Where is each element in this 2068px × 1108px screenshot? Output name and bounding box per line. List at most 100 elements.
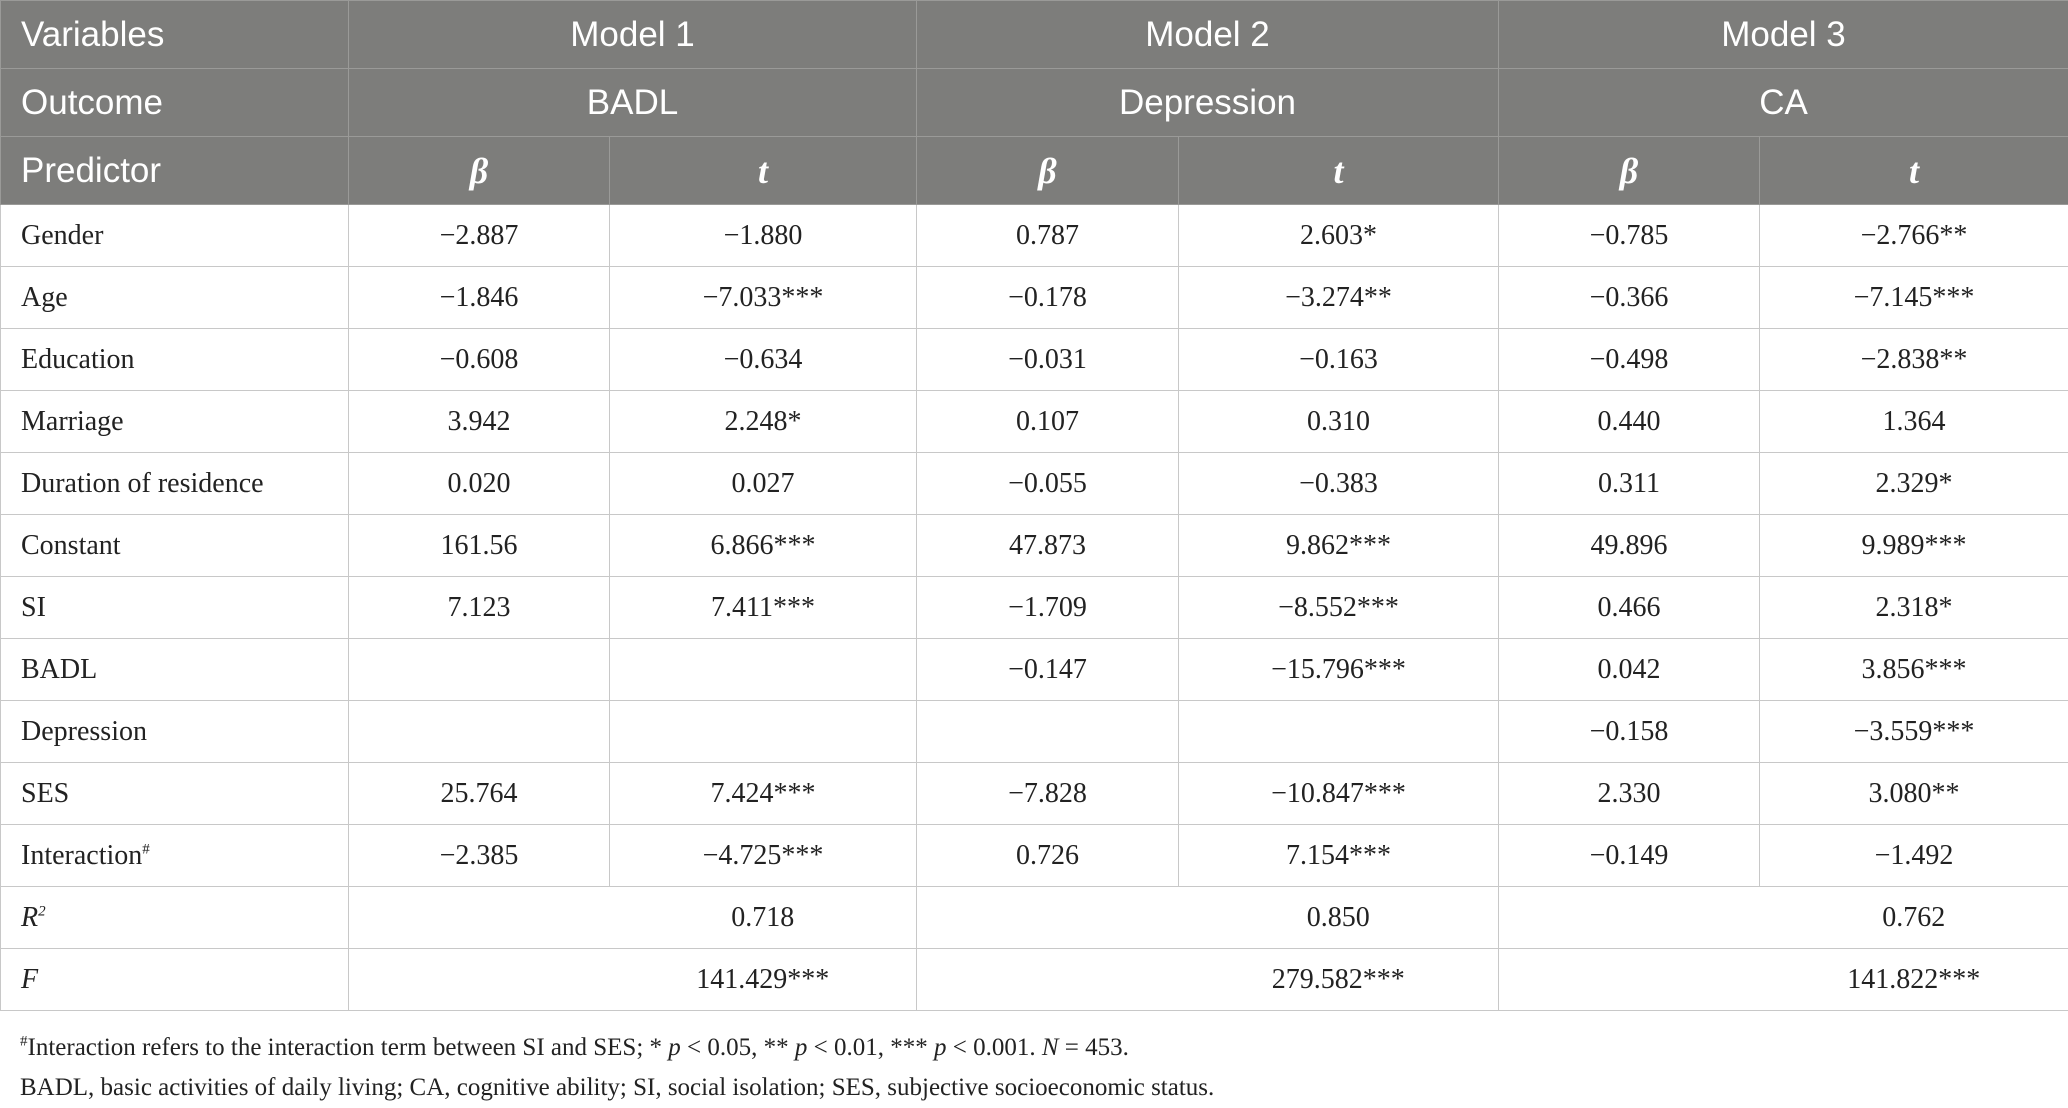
table-cell: −8.552*** — [1179, 577, 1499, 639]
row-label: BADL — [1, 639, 349, 701]
row-label: Constant — [1, 515, 349, 577]
table-cell: −2.887 — [349, 205, 610, 267]
table-cell: −0.147 — [917, 639, 1179, 701]
table-cell: −0.055 — [917, 453, 1179, 515]
table-cell: 2.248* — [610, 391, 917, 453]
summary-cell: 279.582*** — [1179, 949, 1499, 1011]
table-cell: 0.787 — [917, 205, 1179, 267]
outcome-header: Outcome — [1, 69, 349, 137]
table-cell: 7.411*** — [610, 577, 917, 639]
table-cell: 0.466 — [1499, 577, 1760, 639]
table-cell: 6.866*** — [610, 515, 917, 577]
summary-spacer — [1499, 887, 1760, 949]
row-label: SI — [1, 577, 349, 639]
table-cell — [610, 639, 917, 701]
summary-spacer — [917, 949, 1179, 1011]
table-cell — [917, 701, 1179, 763]
predictor-header: Predictor — [1, 137, 349, 205]
summary-spacer — [349, 887, 610, 949]
table-cell: 49.896 — [1499, 515, 1760, 577]
beta-header-model-1: β — [349, 137, 610, 205]
beta-header-model-3: β — [1499, 137, 1760, 205]
table-cell: −7.145*** — [1760, 267, 2068, 329]
table-cell: −0.498 — [1499, 329, 1760, 391]
t-header-model-3: t — [1760, 137, 2068, 205]
table-cell: −3.274** — [1179, 267, 1499, 329]
row-label: Depression — [1, 701, 349, 763]
table-cell: 2.603* — [1179, 205, 1499, 267]
summary-cell: 141.429*** — [610, 949, 917, 1011]
row-label: Marriage — [1, 391, 349, 453]
table-cell: −15.796*** — [1179, 639, 1499, 701]
regression-table: Variables Model 1 Model 2 Model 3 Outcom… — [0, 0, 2068, 1011]
table-row: Depression−0.158−3.559*** — [1, 701, 2068, 763]
table-cell: −2.385 — [349, 825, 610, 887]
header-row-outcomes: Outcome BADL Depression CA — [1, 69, 2068, 137]
row-label: Education — [1, 329, 349, 391]
summary-cell: 0.850 — [1179, 887, 1499, 949]
model-2-header: Model 2 — [917, 1, 1499, 69]
table-cell: 47.873 — [917, 515, 1179, 577]
beta-header-model-2: β — [917, 137, 1179, 205]
table-cell: 0.020 — [349, 453, 610, 515]
model-1-header: Model 1 — [349, 1, 917, 69]
note-interaction: #Interaction refers to the interaction t… — [20, 1028, 1214, 1068]
outcome-model-2: Depression — [917, 69, 1499, 137]
summary-spacer — [349, 949, 610, 1011]
table-cell — [349, 639, 610, 701]
table-cell: 0.107 — [917, 391, 1179, 453]
table-cell: 9.862*** — [1179, 515, 1499, 577]
summary-spacer — [1499, 949, 1760, 1011]
table-cell: 2.330 — [1499, 763, 1760, 825]
table-cell: 0.310 — [1179, 391, 1499, 453]
t-header-model-1: t — [610, 137, 917, 205]
table-cell: −0.785 — [1499, 205, 1760, 267]
table-cell: −7.828 — [917, 763, 1179, 825]
table-cell: −10.847*** — [1179, 763, 1499, 825]
header-row-models: Variables Model 1 Model 2 Model 3 — [1, 1, 2068, 69]
row-label: Duration of residence — [1, 453, 349, 515]
table-cell: 7.424*** — [610, 763, 917, 825]
table-cell: −0.149 — [1499, 825, 1760, 887]
table-cell: 0.042 — [1499, 639, 1760, 701]
outcome-model-3: CA — [1499, 69, 2068, 137]
table-cell: −1.880 — [610, 205, 917, 267]
table-cell — [610, 701, 917, 763]
table-cell: 1.364 — [1760, 391, 2068, 453]
table-cell: 2.329* — [1760, 453, 2068, 515]
outcome-model-1: BADL — [349, 69, 917, 137]
table-cell: 0.311 — [1499, 453, 1760, 515]
table-row: Education−0.608−0.634−0.031−0.163−0.498−… — [1, 329, 2068, 391]
table-cell: 7.154*** — [1179, 825, 1499, 887]
table-row: Age−1.846−7.033***−0.178−3.274**−0.366−7… — [1, 267, 2068, 329]
row-label: Gender — [1, 205, 349, 267]
table-cell: 161.56 — [349, 515, 610, 577]
table-cell: −0.634 — [610, 329, 917, 391]
variables-header: Variables — [1, 1, 349, 69]
row-label: Interaction# — [1, 825, 349, 887]
table-cell: 7.123 — [349, 577, 610, 639]
table-cell: −7.033*** — [610, 267, 917, 329]
table-cell: −0.608 — [349, 329, 610, 391]
table-cell — [349, 701, 610, 763]
table-cell: 3.080** — [1760, 763, 2068, 825]
table-cell: −3.559*** — [1760, 701, 2068, 763]
table-cell: −1.709 — [917, 577, 1179, 639]
table-cell: 0.440 — [1499, 391, 1760, 453]
table-cell: −1.492 — [1760, 825, 2068, 887]
table-cell: −0.031 — [917, 329, 1179, 391]
summary-cell: 0.718 — [610, 887, 917, 949]
table-cell: 0.726 — [917, 825, 1179, 887]
summary-cell: 0.762 — [1760, 887, 2068, 949]
note-abbreviations: BADL, basic activities of daily living; … — [20, 1068, 1214, 1108]
summary-spacer — [917, 887, 1179, 949]
summary-label: F — [1, 949, 349, 1011]
table-cell: 0.027 — [610, 453, 917, 515]
